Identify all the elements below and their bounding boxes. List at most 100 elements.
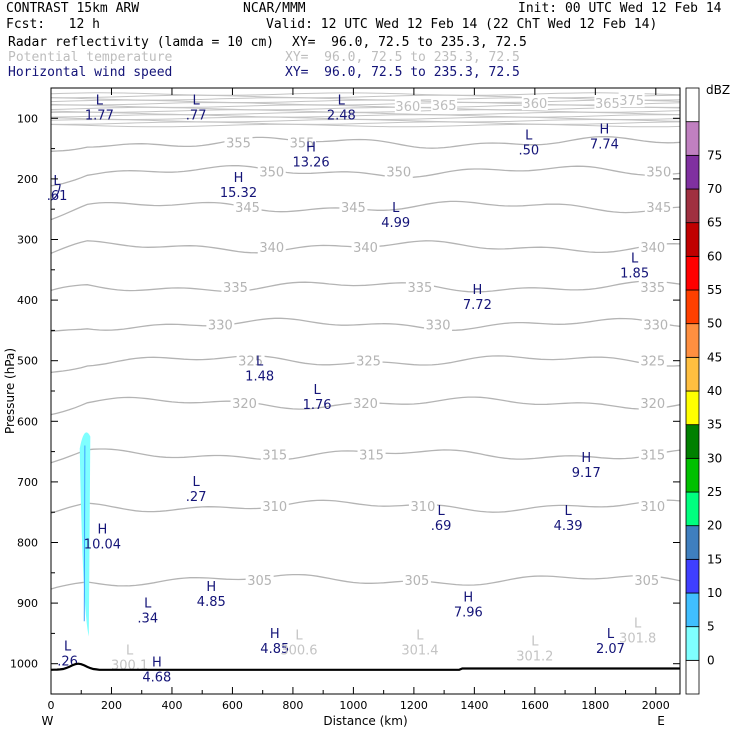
theta-label-bg xyxy=(257,163,286,179)
wind-contour xyxy=(50,184,61,201)
colorbar-segment xyxy=(685,491,700,527)
x-tick-label: 1800 xyxy=(581,699,609,712)
wind-extremum-value: 13.26 xyxy=(292,156,329,171)
y-tick-label: 1000 xyxy=(10,658,38,671)
upper-isentrope-line xyxy=(50,111,681,116)
isentrope-line xyxy=(50,317,681,333)
wind-extremum-value: 7.72 xyxy=(463,298,492,313)
theta-label: 345 xyxy=(235,201,260,216)
wind-extremum-value: 1.76 xyxy=(303,398,332,413)
wind-extremum-marker: L xyxy=(437,504,445,519)
wind-extremum-marker: H xyxy=(581,451,591,466)
theta-label: 340 xyxy=(353,241,378,256)
x-tick-label: 200 xyxy=(101,699,122,712)
theta-label: 350 xyxy=(386,166,411,181)
wind-extremum-marker: L xyxy=(96,93,104,108)
theta-label-bg xyxy=(594,95,621,111)
wind-extremum-marker: L xyxy=(392,201,400,216)
colorbar-units: dBZ xyxy=(706,83,730,97)
wind-extremum-value: 2.48 xyxy=(327,108,356,123)
x-tick-label: 1400 xyxy=(460,699,488,712)
theta-label: 350 xyxy=(259,166,284,181)
wind-extremum-marker: L xyxy=(256,355,264,370)
theta-label: 315 xyxy=(640,449,665,464)
theta-label-bg xyxy=(221,278,250,294)
theta-label: 335 xyxy=(408,281,433,296)
colorbar-segment xyxy=(685,356,700,392)
wind-extremum-marker: H xyxy=(152,656,162,671)
theta-label-bg xyxy=(287,134,316,150)
wind-extremum-value: 4.68 xyxy=(142,671,171,686)
colorbar-segment xyxy=(685,424,700,459)
theta-label-bg xyxy=(354,352,383,368)
wind-extremum-marker: L xyxy=(631,252,639,267)
theta-label: 315 xyxy=(359,449,384,464)
theta-label-bg xyxy=(236,352,265,368)
theta-label-bg xyxy=(357,446,386,462)
field-wind: Horizontal wind speed xyxy=(8,65,173,80)
field-theta: Potential temperature xyxy=(8,50,173,65)
theta-label-bg xyxy=(206,316,235,332)
theta-label: 330 xyxy=(643,318,668,333)
wind-extremum-value: 10.04 xyxy=(84,537,121,552)
colorbar-label: 65 xyxy=(707,216,722,230)
theta-extremum-marker: L xyxy=(634,616,642,631)
upper-isentrope-line xyxy=(50,123,681,128)
colorbar-label: 55 xyxy=(707,283,722,297)
wind-extremum-marker: L xyxy=(64,639,72,654)
colorbar-segment xyxy=(685,154,700,190)
theta-label: 310 xyxy=(411,500,436,515)
isentrope-line xyxy=(50,573,681,590)
field-theta-xy: XY= 96.0, 72.5 to 235.3, 72.5 xyxy=(285,50,520,65)
theta-label-bg xyxy=(431,96,458,112)
theta-extremum-marker: L xyxy=(295,628,303,643)
wind-extremum-marker: L xyxy=(193,475,201,490)
theta-label: 330 xyxy=(426,318,451,333)
field-reflectivity: Radar reflectivity (lamda = 10 cm) xyxy=(8,35,275,50)
theta-label: 325 xyxy=(356,355,381,370)
wind-extremum-value: 4.85 xyxy=(197,595,226,610)
x-tick-label: 1000 xyxy=(339,699,367,712)
theta-extremum-marker: L xyxy=(531,635,539,650)
theta-label: 345 xyxy=(646,201,671,216)
wind-extremum-value: 2.07 xyxy=(596,642,625,657)
wind-extremum-value: .34 xyxy=(137,611,158,626)
colorbar-label: 30 xyxy=(707,451,722,465)
wind-extremum-marker: L xyxy=(525,129,533,144)
colorbar-label: 70 xyxy=(707,182,722,196)
wind-extremum-marker: H xyxy=(600,122,610,137)
upper-isentrope-line xyxy=(50,121,681,125)
upper-isentrope-line xyxy=(50,118,681,123)
wind-extremum-value: 7.96 xyxy=(454,605,483,620)
colorbar-segment xyxy=(685,289,700,325)
theta-label: 355 xyxy=(226,137,251,152)
theta-label: 325 xyxy=(640,355,665,370)
colorbar-segment xyxy=(685,323,700,358)
isentrope-line xyxy=(50,499,681,514)
theta-extremum-value: 301.8 xyxy=(619,631,656,646)
theta-label: 340 xyxy=(640,241,665,256)
x-tick-label: 1600 xyxy=(521,699,549,712)
upper-isentrope-line xyxy=(50,92,681,96)
wind-extremum-value: .50 xyxy=(518,144,539,159)
theta-label: 360 xyxy=(522,97,547,112)
wind-extremum-marker: L xyxy=(53,174,61,189)
colorbar-segment xyxy=(685,558,700,594)
colorbar-label: 0 xyxy=(707,653,715,667)
theta-label-bg xyxy=(384,163,413,179)
theta-label-bg xyxy=(245,572,274,588)
field-reflectivity-xy: XY= 96.0, 72.5 to 235.3, 72.5 xyxy=(292,35,527,50)
theta-label-bg xyxy=(641,316,670,332)
isentrope-line xyxy=(50,280,681,293)
wind-extremum-marker: L xyxy=(338,93,346,108)
theta-extremum-marker: L xyxy=(126,644,134,659)
x-tick-label: 400 xyxy=(161,699,182,712)
theta-label-bg xyxy=(260,498,289,514)
theta-label: 360 xyxy=(395,100,420,115)
theta-extremum-marker: L xyxy=(416,628,424,643)
colorbar-segment xyxy=(685,121,700,156)
wind-extremum-marker: L xyxy=(313,383,321,398)
model-title: CONTRAST 15km ARW xyxy=(6,1,140,16)
theta-label: 350 xyxy=(646,166,671,181)
field-wind-xy: XY= 96.0, 72.5 to 235.3, 72.5 xyxy=(285,65,520,80)
